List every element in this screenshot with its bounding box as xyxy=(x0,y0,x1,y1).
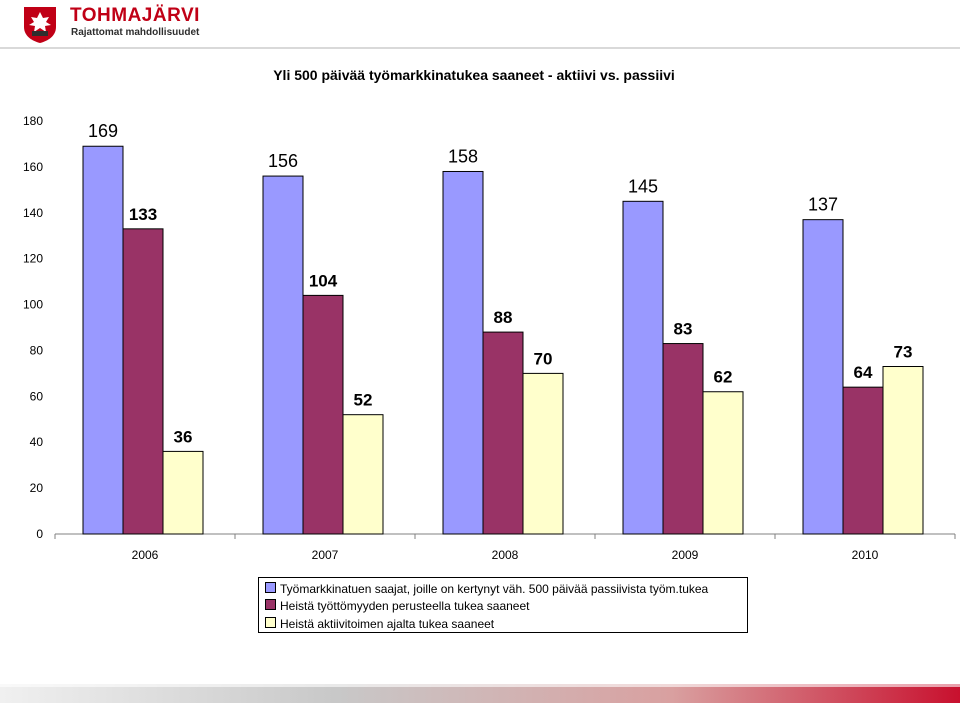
logo-header: TOHMAJÄRVI Rajattomat mahdollisuudet xyxy=(0,0,960,49)
data-label-series-3-2006: 36 xyxy=(174,427,193,446)
bar-series-2-2009 xyxy=(662,343,704,535)
data-label-series-2-2007: 104 xyxy=(309,271,338,290)
legend-item-series-3: Heistä aktiivitoimen ajalta tukea saanee… xyxy=(265,616,494,632)
municipal-crest-icon xyxy=(24,7,56,43)
y-tick-label: 160 xyxy=(23,160,43,174)
legend-swatch-series-2 xyxy=(265,599,276,611)
legend-item-series-2: Heistä työttömyyden perusteella tukea sa… xyxy=(265,598,529,614)
data-labels: 169 133 36 156 104 52 158 88 70 145 83 62 137 64 73 xyxy=(88,121,912,446)
logo-slogan: Rajattomat mahdollisuudet xyxy=(71,27,200,38)
legend-swatch-series-1 xyxy=(265,582,276,594)
x-tick-label: 2010 xyxy=(852,548,879,562)
y-tick-label: 60 xyxy=(30,389,44,403)
x-axis-tick-labels: 2006 2007 2008 2009 2010 xyxy=(132,548,879,562)
y-tick-label: 0 xyxy=(36,527,43,541)
data-label-series-1-2009: 145 xyxy=(628,176,658,196)
bar-series-3-2010 xyxy=(882,366,924,535)
legend-label-series-2: Heistä työttömyyden perusteella tukea sa… xyxy=(280,598,530,613)
chart-title: Yli 500 päivää työmarkkinatukea saaneet … xyxy=(273,67,675,83)
data-label-series-3-2008: 70 xyxy=(534,349,553,368)
bar-series-2-2010 xyxy=(842,386,884,535)
bar-series-1-2010 xyxy=(802,219,844,535)
logo-wordmark: TOHMAJÄRVI xyxy=(70,5,200,26)
legend-label-series-3: Heistä aktiivitoimen ajalta tukea saanee… xyxy=(280,616,495,631)
data-label-series-1-2010: 137 xyxy=(808,195,838,215)
chart-legend: Työmarkkinatuen saajat, joille on kertyn… xyxy=(258,577,748,633)
bar-series-3-2009 xyxy=(702,391,744,535)
y-tick-label: 20 xyxy=(30,481,44,495)
data-label-series-1-2007: 156 xyxy=(268,151,298,171)
data-label-series-2-2009: 83 xyxy=(674,320,693,339)
bar-series-1-2007 xyxy=(262,175,304,535)
x-tick-label: 2009 xyxy=(672,548,699,562)
legend-label-series-1: Työmarkkinatuen saajat, joille on kertyn… xyxy=(280,581,709,596)
bar-series-2-2008 xyxy=(482,331,524,535)
bar-series-3-2007 xyxy=(342,414,384,535)
header-divider xyxy=(0,47,960,49)
y-tick-label: 120 xyxy=(23,252,43,266)
y-tick-label: 100 xyxy=(23,298,43,312)
data-label-series-1-2008: 158 xyxy=(448,146,478,166)
bar-series-2-2007 xyxy=(302,294,344,535)
y-axis-ticks: 0 20 40 60 80 100 120 140 160 180 xyxy=(23,114,43,541)
bar-series-1-2006 xyxy=(82,145,124,535)
data-label-series-3-2007: 52 xyxy=(354,391,373,410)
data-label-series-2-2010: 64 xyxy=(854,363,873,382)
bar-series-1-2009 xyxy=(622,200,664,535)
x-tick-label: 2007 xyxy=(312,548,339,562)
x-tick-label: 2006 xyxy=(132,548,159,562)
x-tick-label: 2008 xyxy=(492,548,519,562)
footer-gradient-bar xyxy=(0,684,960,703)
y-tick-label: 40 xyxy=(30,435,44,449)
data-label-series-3-2009: 62 xyxy=(714,368,733,387)
bar-series-1-2008 xyxy=(442,170,484,535)
bars xyxy=(82,145,924,535)
data-label-series-3-2010: 73 xyxy=(894,343,913,362)
bar-series-2-2006 xyxy=(122,228,164,535)
data-label-series-1-2006: 169 xyxy=(88,121,118,141)
y-tick-label: 80 xyxy=(30,343,44,357)
bar-series-3-2008 xyxy=(522,372,564,535)
y-tick-label: 180 xyxy=(23,114,43,128)
bar-series-3-2006 xyxy=(162,450,204,535)
x-axis xyxy=(54,533,956,539)
data-label-series-2-2006: 133 xyxy=(129,205,157,224)
legend-swatch-series-3 xyxy=(265,617,276,629)
data-label-series-2-2008: 88 xyxy=(494,308,513,327)
legend-item-series-1: Työmarkkinatuen saajat, joille on kertyn… xyxy=(265,581,708,597)
y-tick-label: 140 xyxy=(23,206,43,220)
